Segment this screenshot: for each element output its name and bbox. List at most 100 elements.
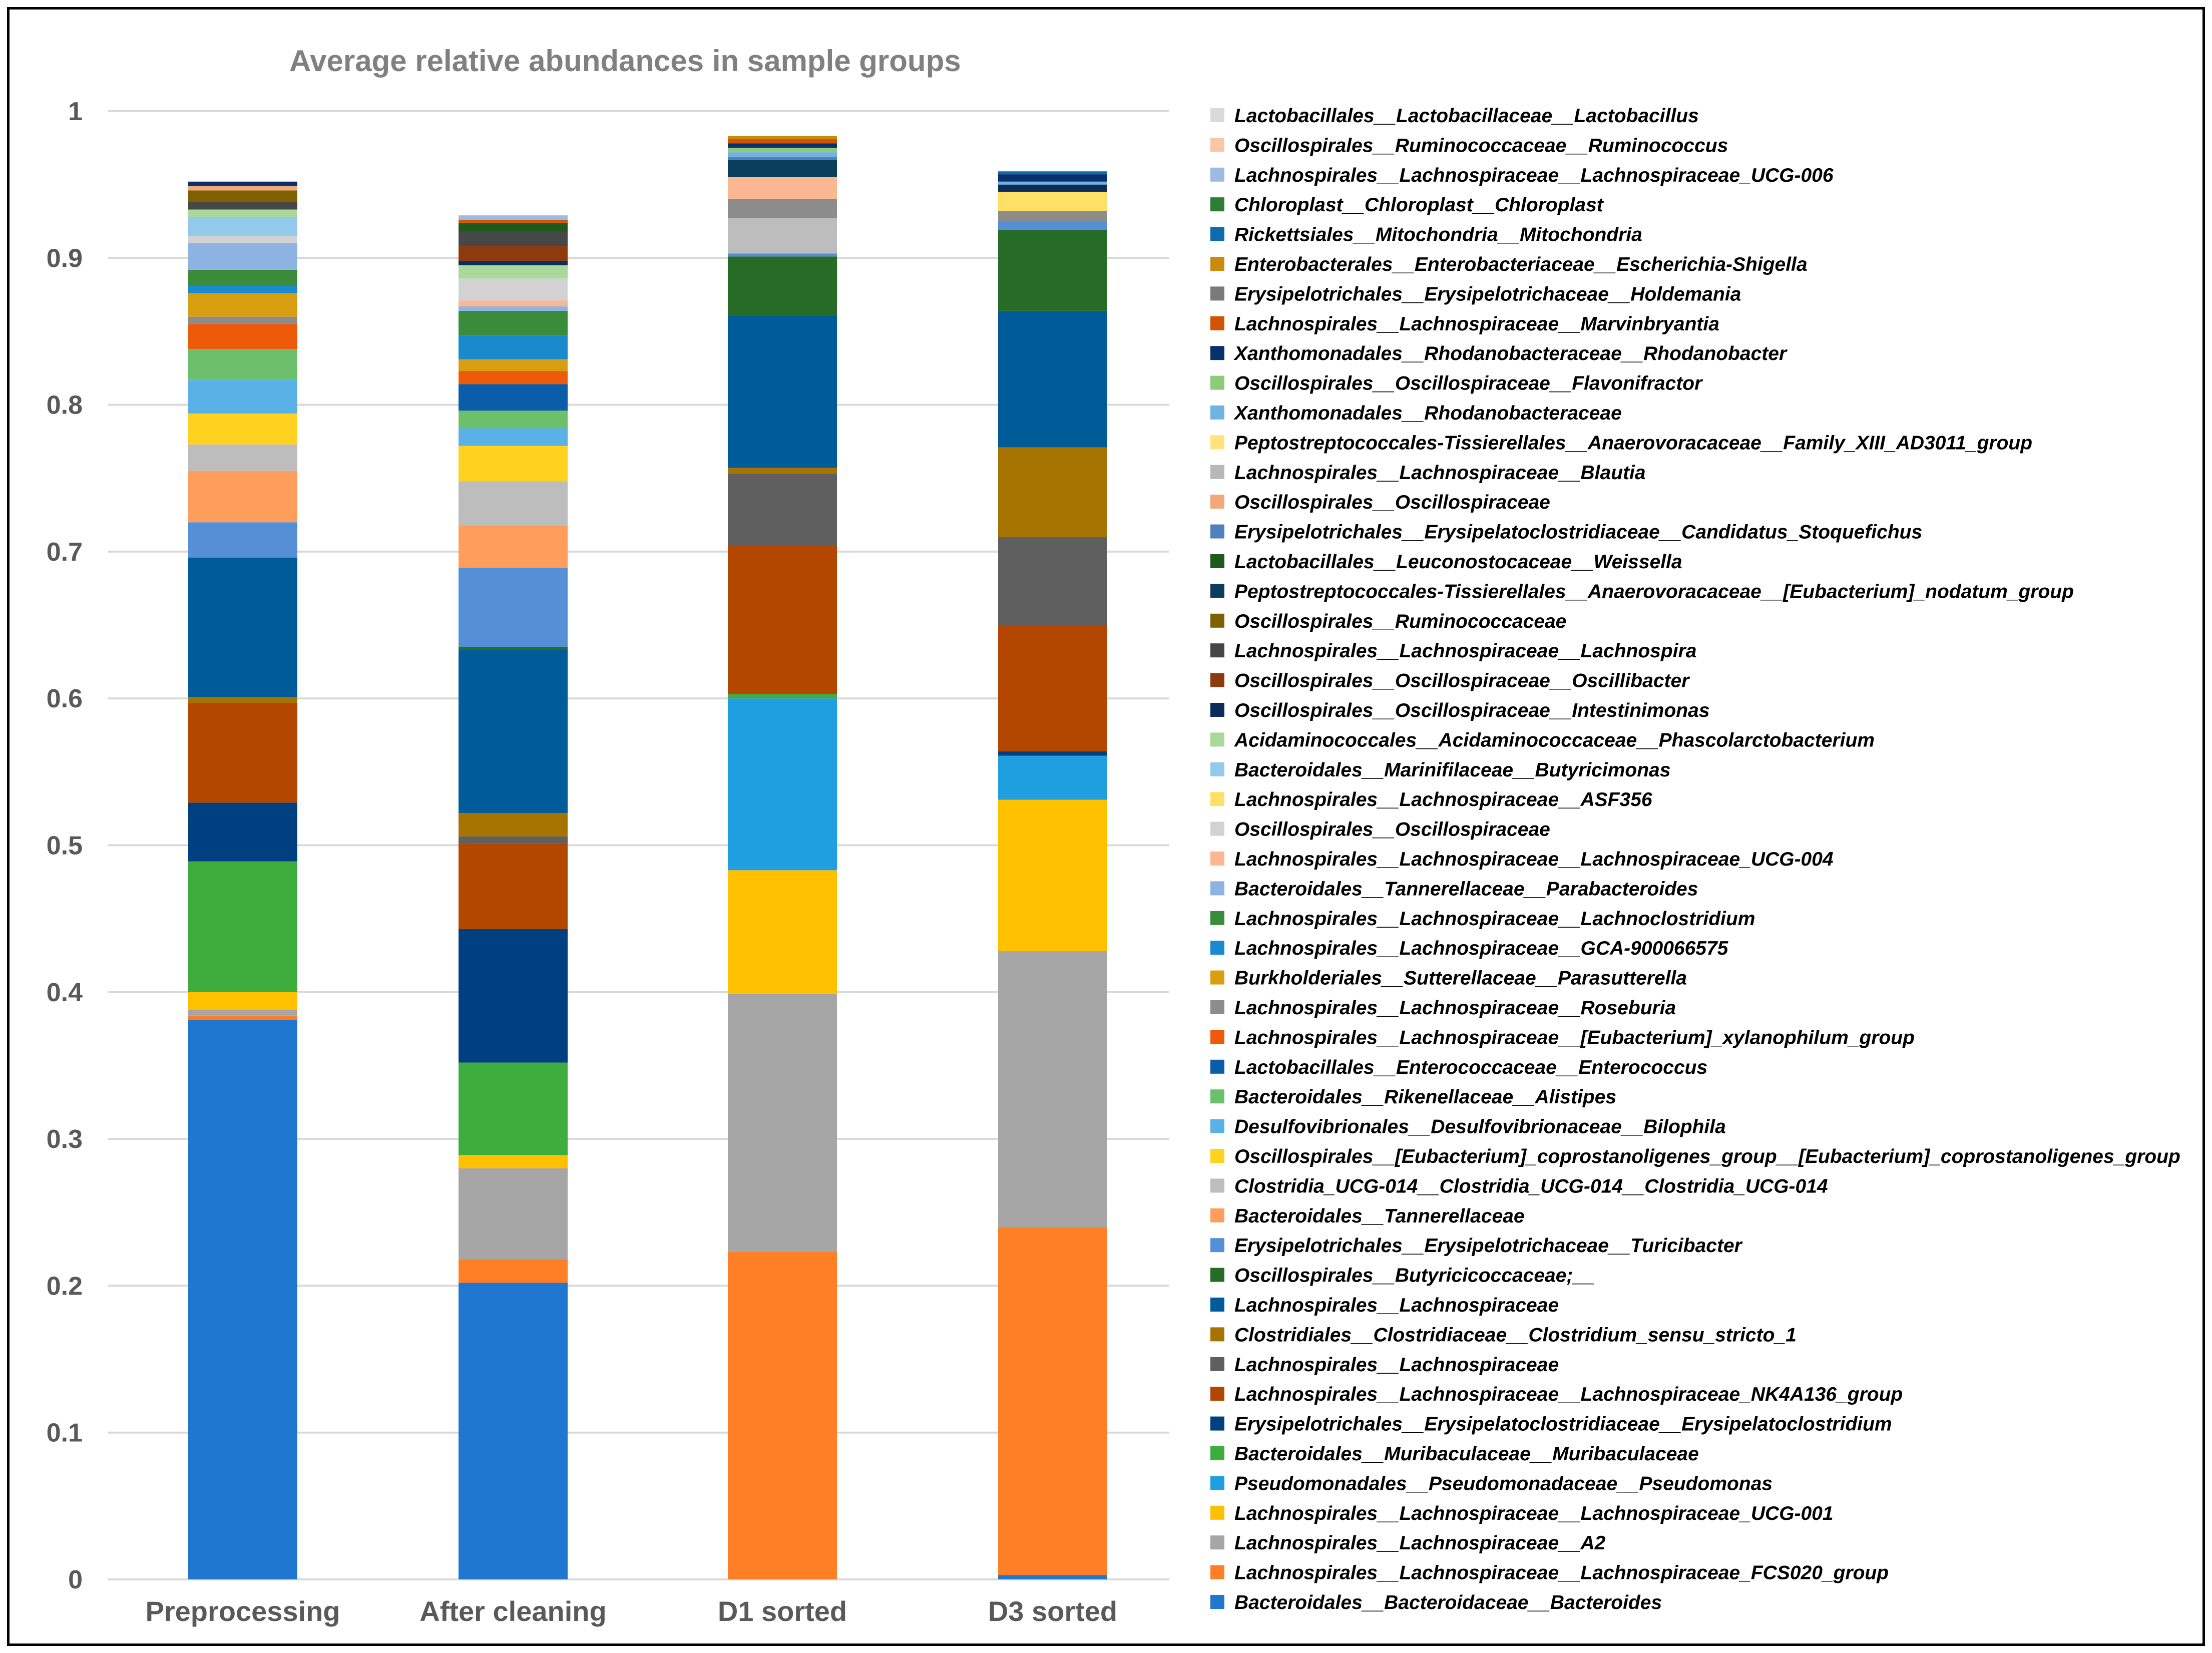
legend-item: Chloroplast__Chloroplast__Chloroplast (1210, 194, 1604, 216)
bar-segment (188, 293, 297, 317)
legend-item: Clostridiales__Clostridiaceae__Clostridi… (1210, 1324, 1797, 1346)
bar-segment (728, 143, 837, 148)
legend-label: Lachnospirales__Lachnospiraceae__Rosebur… (1234, 997, 1676, 1019)
legend-item: Xanthomonadales__Rhodanobacteraceae (1210, 402, 1622, 424)
legend-label: Lactobacillales__Leuconostocaceae__Weiss… (1234, 551, 1682, 573)
bar-segment (998, 221, 1107, 230)
bar-segment (459, 246, 568, 261)
bar-segment (459, 812, 568, 837)
bar-segment (459, 1062, 568, 1155)
legend-label: Oscillospirales__Oscillospiraceae__Intes… (1234, 700, 1709, 721)
legend-item: Lachnospirales__Lachnospiraceae__A2 (1210, 1532, 1606, 1554)
bar-segment (459, 306, 568, 311)
bar-segment (188, 557, 297, 697)
legend-label: Lachnospirales__Lachnospiraceae__A2 (1234, 1532, 1606, 1554)
bar-segment (998, 447, 1107, 537)
legend-swatch (1210, 257, 1224, 271)
bar-segment (188, 243, 297, 270)
legend-label: Lachnospirales__Lachnospiraceae__Lachnos… (1234, 1503, 1834, 1524)
legend-item: Peptostreptococcales-Tissierellales__Ana… (1210, 432, 2032, 454)
bar-segment (188, 190, 297, 202)
legend-item: Bacteroidales__Rikenellaceae__Alistipes (1210, 1086, 1616, 1108)
legend-label: Desulfovibrionales__Desulfovibrionaceae_… (1234, 1116, 1726, 1138)
x-category-label: Preprocessing (145, 1595, 340, 1627)
bar-stacks (188, 136, 1107, 1579)
legend-label: Lachnospirales__Lachnospiraceae__GCA-900… (1234, 938, 1729, 959)
legend-item: Lachnospirales__Lachnospiraceae (1210, 1295, 1559, 1316)
legend-swatch (1210, 1149, 1224, 1163)
legend-item: Lachnospirales__Lachnospiraceae__ASF356 (1210, 789, 1652, 810)
bar-segment (728, 152, 837, 157)
legend-swatch (1210, 1565, 1224, 1579)
bar-segment (998, 951, 1107, 1227)
legend-label: Oscillospirales__Butyricicoccaceae;__ (1234, 1265, 1595, 1287)
bar-segment (188, 217, 297, 236)
y-tick-label: 0.8 (47, 391, 83, 420)
bar-segment (188, 471, 297, 523)
bar-segment (459, 836, 568, 844)
bar-segment (998, 310, 1107, 448)
legend-swatch (1210, 316, 1224, 330)
legend-item: Pseudomonadales__Pseudomonadaceae__Pseud… (1210, 1473, 1773, 1494)
legend-swatch (1210, 465, 1224, 479)
bar-segment (998, 537, 1107, 625)
legend-item: Oscillospirales__Butyricicoccaceae;__ (1210, 1265, 1595, 1287)
legend-label: Clostridia_UCG-014__Clostridia_UCG-014__… (1234, 1175, 1828, 1197)
legend-swatch (1210, 1476, 1224, 1490)
x-category-label: D1 sorted (718, 1595, 847, 1627)
legend-label: Lachnospirales__Lachnospiraceae__Blautia (1234, 462, 1646, 484)
bar-segment (459, 300, 568, 307)
legend-label: Bacteroidales__Bacteroidaceae__Bacteroid… (1234, 1592, 1662, 1613)
legend-swatch (1210, 1030, 1224, 1044)
legend-swatch (1210, 1357, 1224, 1371)
bar-segment (998, 230, 1107, 311)
bar-segment (728, 256, 837, 315)
y-tick-label: 0.5 (47, 832, 83, 861)
legend-item: Oscillospirales__Oscillospiraceae__Flavo… (1210, 373, 1703, 394)
bar-segment (188, 697, 297, 703)
legend-label: Lachnospirales__Lachnospiraceae__Lachnos… (1234, 849, 1834, 870)
bar-segment (459, 371, 568, 384)
legend-label: Clostridiales__Clostridiaceae__Clostridi… (1234, 1324, 1797, 1346)
legend-label: Lachnospirales__Lachnospiraceae__Lachnos… (1234, 1562, 1889, 1584)
legend-item: Lachnospirales__Lachnospiraceae__Blautia (1210, 462, 1646, 484)
bar-segment (459, 525, 568, 568)
legend-label: Lachnospirales__Lachnospiraceae__ASF356 (1234, 789, 1652, 810)
legend-label: Lachnospirales__Lachnospiraceae__Lachnos… (1234, 165, 1834, 186)
bar-segment (188, 186, 297, 191)
y-tick-label: 0.1 (47, 1419, 83, 1448)
legend-label: Lachnospirales__Lachnospiraceae__Lachnos… (1234, 1384, 1903, 1405)
legend-item: Bacteroidales__Tannerellaceae__Parabacte… (1210, 878, 1698, 900)
legend-label: Oscillospirales__[Eubacterium]_coprostan… (1234, 1146, 2180, 1167)
legend-label: Oscillospirales__Oscillospiraceae (1234, 492, 1550, 513)
bar-segment (728, 148, 837, 153)
bar-segment (459, 261, 568, 265)
legend-swatch (1210, 495, 1224, 509)
x-category-label: After cleaning (419, 1595, 606, 1627)
legend-item: Oscillospirales__[Eubacterium]_coprostan… (1210, 1146, 2180, 1167)
figure-frame (7, 7, 2205, 1646)
legend-label: Lactobacillales__Enterococcaceae__Entero… (1234, 1057, 1707, 1078)
legend-swatch (1210, 941, 1224, 955)
bar-segment (998, 799, 1107, 951)
bar-segment (459, 1155, 568, 1168)
bar-segment (998, 1575, 1107, 1579)
legend-label: Lachnospirales__Lachnospiraceae (1234, 1354, 1559, 1376)
bar-segment (459, 410, 568, 429)
legend-item: Clostridia_UCG-014__Clostridia_UCG-014__… (1210, 1175, 1828, 1197)
bar-segment (188, 861, 297, 992)
legend-swatch (1210, 138, 1224, 152)
legend-item: Lachnospirales__Lachnospiraceae__Lachnoc… (1210, 908, 1755, 930)
legend-item: Erysipelotrichales__Erysipelatoclostridi… (1210, 522, 1922, 543)
bar-segment (459, 231, 568, 246)
legend-swatch (1210, 197, 1224, 212)
bar-segment (459, 220, 568, 223)
legend-label: Lachnospirales__Lachnospiraceae__[Eubact… (1234, 1027, 1915, 1048)
bar-stack-0 (188, 181, 297, 1579)
legend-item: Oscillospirales__Ruminococcaceae (1210, 611, 1566, 632)
bar-segment (998, 181, 1107, 185)
bar-segment (188, 316, 297, 324)
bar-segment (459, 335, 568, 359)
bar-segment (459, 844, 568, 929)
